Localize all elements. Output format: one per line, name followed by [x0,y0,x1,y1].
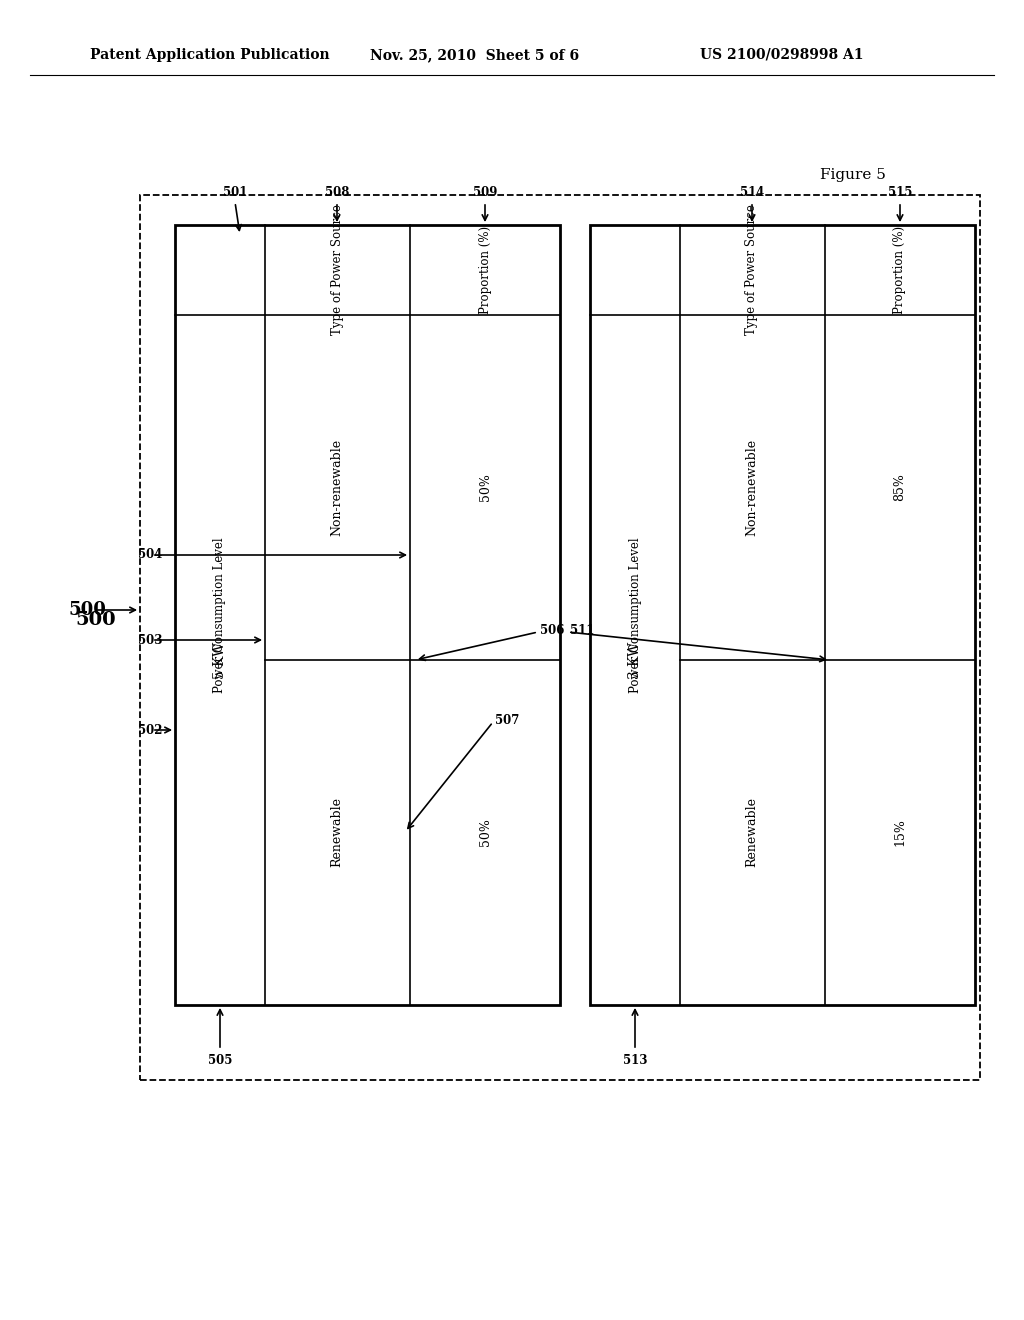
Bar [175,224,560,1005]
Bar [140,195,980,1080]
Text: Non-renewable: Non-renewable [331,438,343,536]
Text: 511: 511 [570,623,594,636]
Text: 5 KW: 5 KW [213,642,227,678]
Text: 507: 507 [495,714,519,726]
Text: 513: 513 [623,1053,647,1067]
Text: 509: 509 [473,186,498,199]
Text: 500: 500 [75,611,116,630]
Text: 506: 506 [540,623,564,636]
Text: Non-renewable: Non-renewable [745,438,759,536]
Text: Power Consumption Level: Power Consumption Level [213,537,226,693]
Text: Patent Application Publication: Patent Application Publication [90,48,330,62]
Text: Proportion (%): Proportion (%) [478,226,492,314]
Text: 85%: 85% [894,473,906,500]
Text: 508: 508 [325,186,349,199]
Text: Proportion (%): Proportion (%) [894,226,906,314]
Text: Nov. 25, 2010  Sheet 5 of 6: Nov. 25, 2010 Sheet 5 of 6 [370,48,580,62]
Text: 15%: 15% [894,818,906,846]
Text: 500: 500 [68,601,105,619]
Text: US 2100/0298998 A1: US 2100/0298998 A1 [700,48,863,62]
Text: Renewable: Renewable [745,797,759,867]
Text: 50%: 50% [478,818,492,846]
Text: Type of Power Source: Type of Power Source [745,205,759,335]
Text: 514: 514 [739,186,764,199]
Text: 503: 503 [138,634,163,647]
Text: 504: 504 [138,549,163,561]
Text: 502: 502 [138,723,163,737]
Bar [590,224,975,1005]
Text: 3 KW: 3 KW [628,642,642,678]
Text: Renewable: Renewable [331,797,343,867]
Text: Type of Power Source: Type of Power Source [331,205,343,335]
Text: Power Consumption Level: Power Consumption Level [629,537,641,693]
Text: 501: 501 [223,186,248,199]
Text: 505: 505 [208,1053,232,1067]
Text: 50%: 50% [478,473,492,500]
Text: Figure 5: Figure 5 [820,168,886,182]
Text: 515: 515 [888,186,912,199]
